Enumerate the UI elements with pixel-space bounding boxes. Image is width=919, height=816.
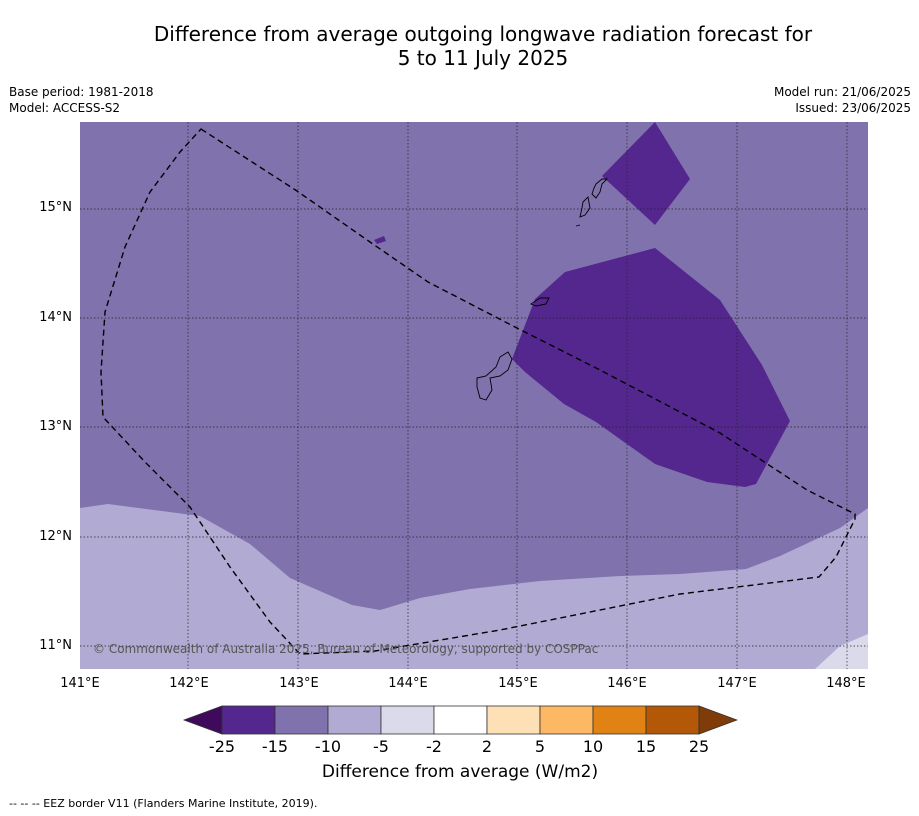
- graticule: [80, 122, 868, 669]
- colorbar-tick-label: 25: [688, 737, 710, 756]
- colorbar-tick-label: -15: [261, 737, 289, 756]
- colorbar-tick-label: 2: [481, 737, 493, 756]
- colorbar-cell: [274, 705, 329, 735]
- base-period: Base period: 1981-2018: [9, 85, 154, 99]
- issued-date: Issued: 23/06/2025: [795, 101, 911, 115]
- colorbar: [182, 704, 739, 740]
- anomaly-region-north: [602, 122, 690, 225]
- colorbar-cell: [592, 705, 647, 735]
- lat-label-11n: 11°N: [39, 638, 72, 653]
- colorbar-tick-label: 10: [582, 737, 604, 756]
- lat-label-13n: 13°N: [39, 419, 72, 434]
- map-svg: [80, 122, 868, 669]
- lon-label-144e: 144°E: [388, 676, 428, 691]
- lon-label-146e: 146°E: [607, 676, 647, 691]
- lat-label-12n: 12°N: [39, 529, 72, 544]
- model-run: Model run: 21/06/2025: [773, 85, 911, 99]
- lat-label-14n: 14°N: [39, 310, 72, 325]
- island-saipan: [591, 178, 609, 199]
- lon-label-143e: 143°E: [279, 676, 319, 691]
- colorbar-tick-label: -10: [314, 737, 342, 756]
- colorbar-cell: [221, 705, 276, 735]
- map-title: Difference from average outgoing longwav…: [0, 22, 919, 70]
- anomaly-band-minus5-minus2: [80, 504, 868, 669]
- lat-label-15n: 15°N: [39, 200, 72, 215]
- island-aguijan: [575, 224, 581, 227]
- meta-right: Model run: 21/06/2025 Issued: 23/06/2025: [774, 84, 911, 116]
- colorbar-tick-label: 15: [635, 737, 657, 756]
- colorbar-cell: [433, 705, 488, 735]
- lon-label-148e: 148°E: [826, 676, 866, 691]
- title-line-1: Difference from average outgoing longwav…: [153, 22, 813, 46]
- colorbar-tick-label: -5: [373, 737, 389, 756]
- colorbar-tick-label: -2: [426, 737, 442, 756]
- lon-label-147e: 147°E: [717, 676, 757, 691]
- colorbar-cell: [327, 705, 382, 735]
- island-guam: [476, 351, 513, 401]
- eez-legend-note: -- -- -- EEZ border V11 (Flanders Marine…: [9, 797, 318, 810]
- island-rota: [530, 297, 550, 307]
- colorbar-cell: [380, 705, 435, 735]
- colorbar-tick-label: 5: [534, 737, 546, 756]
- colorbar-cell: [486, 705, 541, 735]
- lon-label-141e: 141°E: [60, 676, 100, 691]
- colorbar-extend-high: [698, 705, 739, 735]
- colorbar-svg: [182, 705, 739, 735]
- colorbar-cell: [645, 705, 700, 735]
- coastlines: [476, 178, 609, 401]
- copyright-credit: © Commonwealth of Australia 2025, Bureau…: [93, 642, 599, 656]
- eez-border: [100, 128, 856, 655]
- meta-left: Base period: 1981-2018 Model: ACCESS-S2: [9, 84, 154, 116]
- colorbar-extend-low: [182, 705, 223, 735]
- colorbar-cell: [539, 705, 594, 735]
- anomaly-band-minus2-plus2: [815, 634, 868, 669]
- title-line-2: 5 to 11 July 2025: [397, 46, 569, 70]
- map-panel: [80, 122, 868, 669]
- model-name: Model: ACCESS-S2: [9, 101, 121, 115]
- island-tinian: [579, 196, 591, 218]
- lon-label-145e: 145°E: [498, 676, 538, 691]
- colorbar-tick-label: -25: [208, 737, 236, 756]
- lon-label-142e: 142°E: [169, 676, 209, 691]
- colorbar-title: Difference from average (W/m2): [321, 762, 599, 782]
- anomaly-spot-small: [374, 236, 386, 244]
